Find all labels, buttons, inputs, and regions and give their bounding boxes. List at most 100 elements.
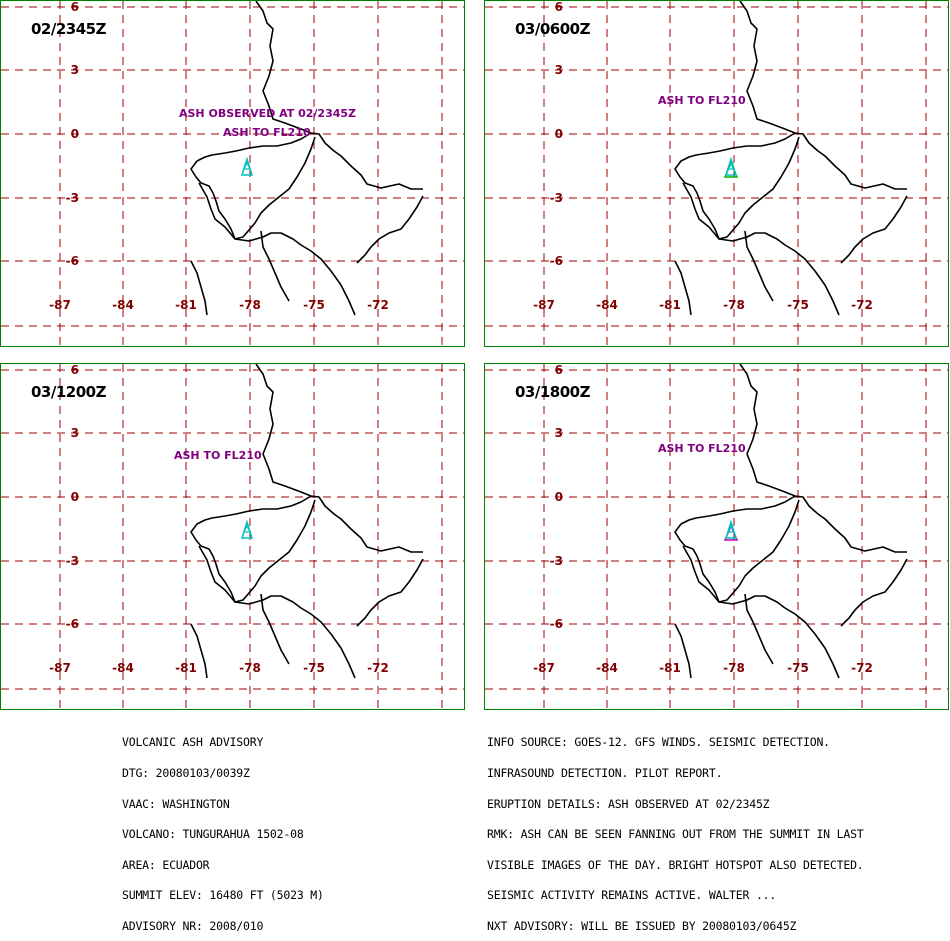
latitude-tick-label: -6 bbox=[66, 617, 79, 631]
map-canvas: -87 -84 -81 -78 -75 -72 6 3 0 -3 -6 ASH TO FL210 bbox=[1, 364, 464, 709]
advisory-line: AREA: ECUADOR bbox=[122, 857, 210, 872]
volcano-marker-icon bbox=[243, 524, 251, 533]
coastline bbox=[682, 182, 840, 316]
coastline bbox=[674, 260, 692, 316]
coastline bbox=[190, 260, 208, 316]
longitude-tick-label: -72 bbox=[367, 661, 389, 675]
coastline bbox=[739, 364, 907, 553]
longitude-tick-label: -78 bbox=[239, 298, 261, 312]
advisory-line: VOLCANO: TUNGURAHUA 1502-08 bbox=[122, 827, 304, 842]
panel-time-label: 03/1200Z bbox=[31, 383, 106, 401]
longitude-tick-label: -81 bbox=[659, 661, 681, 675]
latitude-tick-label: 3 bbox=[71, 63, 79, 77]
latitude-tick-label: 3 bbox=[71, 426, 79, 440]
latitude-tick-label: -6 bbox=[550, 254, 563, 268]
longitude-tick-label: -84 bbox=[112, 661, 134, 675]
map-panel-1: -87 -84 -81 -78 -75 -72 6 3 0 -3 -6 ASH OBSERVED AT… bbox=[0, 0, 465, 347]
latitude-tick-label: -3 bbox=[66, 191, 79, 205]
ash-annotation: ASH OBSERVED AT 02/2345Z bbox=[179, 107, 356, 120]
advisory-line: ADVISORY NR: 2008/010 bbox=[122, 918, 264, 933]
coastline bbox=[674, 495, 800, 603]
longitude-tick-label: -75 bbox=[787, 298, 809, 312]
map-canvas: -87 -84 -81 -78 -75 -72 6 3 0 -3 -6 ASH OBSERVED AT… bbox=[1, 1, 464, 346]
longitude-tick-label: -78 bbox=[723, 298, 745, 312]
latitude-tick-label: 6 bbox=[555, 364, 563, 377]
latitude-tick-label: 6 bbox=[71, 1, 79, 14]
longitude-tick-label: -75 bbox=[303, 661, 325, 675]
coastline bbox=[190, 132, 316, 240]
coastline bbox=[260, 230, 290, 302]
longitude-tick-label: -81 bbox=[175, 661, 197, 675]
latitude-tick-label: -3 bbox=[550, 554, 563, 568]
coastline bbox=[255, 1, 423, 190]
coastline bbox=[190, 623, 208, 679]
advisory-left-block: VOLCANIC ASH ADVISORY DTG: 20080103/0039… bbox=[122, 717, 324, 941]
latitude-tick-label: -6 bbox=[550, 617, 563, 631]
ash-annotation: ASH TO FL210 bbox=[658, 442, 746, 455]
map-panel-2: -87 -84 -81 -78 -75 -72 6 3 0 -3 -6 ASH TO FL210 03… bbox=[484, 0, 949, 347]
advisory-line: VAAC: WASHINGTON bbox=[122, 796, 230, 811]
coastline bbox=[682, 545, 840, 679]
advisory-line: INFRASOUND DETECTION. PILOT REPORT. bbox=[487, 766, 723, 780]
advisory-right-block: INFO SOURCE: GOES-12. GFS WINDS. SEISMIC… bbox=[487, 717, 864, 941]
coastline bbox=[840, 558, 908, 627]
coastline bbox=[260, 593, 290, 665]
longitude-tick-label: -81 bbox=[175, 298, 197, 312]
coastline bbox=[840, 195, 908, 264]
latitude-tick-label: 3 bbox=[555, 63, 563, 77]
map-panel-4: -87 -84 -81 -78 -75 -72 6 3 0 -3 -6 ASH TO FL210 03… bbox=[484, 363, 949, 710]
advisory-line: INFO SOURCE: GOES-12. GFS WINDS. SEISMIC… bbox=[487, 735, 830, 750]
coastline bbox=[356, 195, 424, 264]
advisory-line: ERUPTION DETAILS: ASH OBSERVED AT 02/234… bbox=[487, 796, 770, 811]
ash-annotation: ASH TO FL210 bbox=[174, 449, 262, 462]
longitude-tick-label: -84 bbox=[596, 298, 618, 312]
latitude-tick-label: 6 bbox=[555, 1, 563, 14]
latitude-tick-label: -3 bbox=[66, 554, 79, 568]
panel-time-label: 03/1800Z bbox=[515, 383, 590, 401]
latitude-tick-label: 3 bbox=[555, 426, 563, 440]
longitude-tick-label: -78 bbox=[239, 661, 261, 675]
coastline bbox=[356, 558, 424, 627]
advisory-line: RMK: ASH CAN BE SEEN FANNING OUT FROM TH… bbox=[487, 827, 864, 842]
coastline bbox=[739, 1, 907, 190]
coastline bbox=[674, 623, 692, 679]
longitude-tick-label: -72 bbox=[367, 298, 389, 312]
longitude-tick-label: -87 bbox=[49, 661, 71, 675]
longitude-tick-label: -84 bbox=[112, 298, 134, 312]
coastline bbox=[744, 230, 774, 302]
coastline bbox=[744, 593, 774, 665]
latitude-tick-label: 6 bbox=[71, 364, 79, 377]
coastline bbox=[674, 132, 800, 240]
panel-time-label: 03/0600Z bbox=[515, 20, 590, 38]
volcano-marker-icon bbox=[243, 161, 251, 170]
latitude-tick-label: -6 bbox=[66, 254, 79, 268]
latitude-tick-label: -3 bbox=[550, 191, 563, 205]
map-canvas: -87 -84 -81 -78 -75 -72 6 3 0 -3 -6 ASH TO FL210 bbox=[485, 364, 948, 709]
advisory-line: DTG: 20080103/0039Z bbox=[122, 766, 250, 780]
ash-annotation: ASH TO FL210 bbox=[658, 94, 746, 107]
longitude-tick-label: -78 bbox=[723, 661, 745, 675]
longitude-tick-label: -75 bbox=[787, 661, 809, 675]
longitude-tick-label: -81 bbox=[659, 298, 681, 312]
advisory-line: VISIBLE IMAGES OF THE DAY. BRIGHT HOTSPO… bbox=[487, 857, 864, 872]
longitude-tick-label: -75 bbox=[303, 298, 325, 312]
coastline bbox=[198, 545, 356, 679]
coastline bbox=[198, 182, 356, 316]
advisory-line: SEISMIC ACTIVITY REMAINS ACTIVE. WALTER … bbox=[487, 888, 777, 903]
longitude-tick-label: -84 bbox=[596, 661, 618, 675]
advisory-line: VOLCANIC ASH ADVISORY bbox=[122, 735, 264, 750]
coastline bbox=[190, 495, 316, 603]
coastline bbox=[255, 364, 423, 553]
panel-time-label: 02/2345Z bbox=[31, 20, 106, 38]
longitude-tick-label: -87 bbox=[49, 298, 71, 312]
ash-annotation: ASH TO FL210 bbox=[223, 126, 311, 139]
longitude-tick-label: -72 bbox=[851, 661, 873, 675]
latitude-tick-label: 0 bbox=[71, 127, 79, 141]
longitude-tick-label: -72 bbox=[851, 298, 873, 312]
advisory-line: NXT ADVISORY: WILL BE ISSUED BY 20080103… bbox=[487, 918, 797, 933]
latitude-tick-label: 0 bbox=[71, 490, 79, 504]
advisory-line: SUMMIT ELEV: 16480 FT (5023 M) bbox=[122, 888, 324, 903]
longitude-tick-label: -87 bbox=[533, 661, 555, 675]
volcano-marker-icon bbox=[727, 524, 735, 533]
longitude-tick-label: -87 bbox=[533, 298, 555, 312]
